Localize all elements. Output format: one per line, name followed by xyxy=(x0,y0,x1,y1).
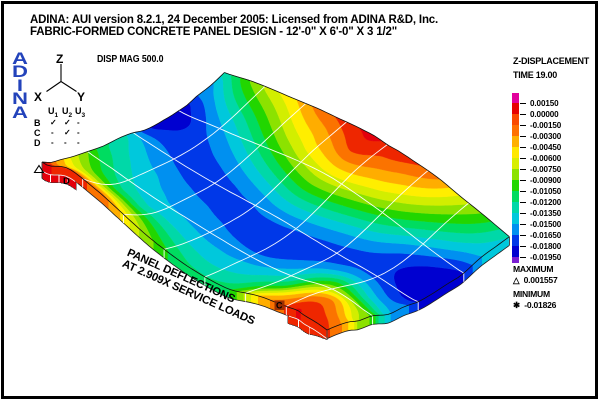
svg-text:X: X xyxy=(34,90,42,104)
svg-text:Z: Z xyxy=(56,52,63,66)
svg-text:Y: Y xyxy=(77,90,85,104)
svg-text:D: D xyxy=(63,176,70,187)
svg-text:C: C xyxy=(276,301,283,311)
